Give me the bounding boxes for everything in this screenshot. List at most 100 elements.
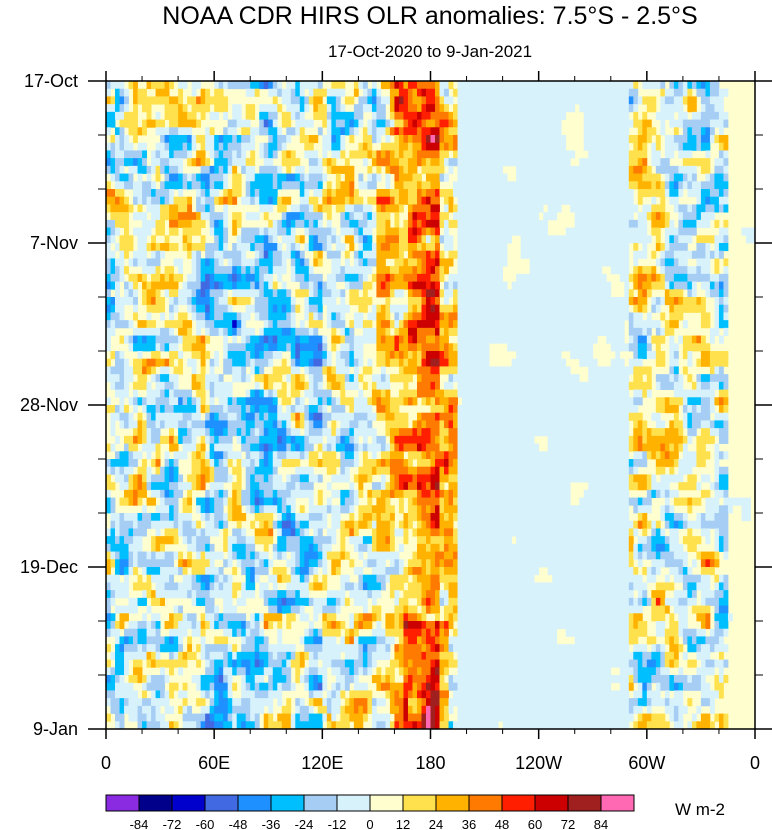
heat-cell	[547, 343, 553, 352]
heat-cell	[182, 111, 188, 120]
heat-cell	[660, 196, 666, 205]
heat-cell	[601, 204, 607, 213]
heat-cell	[394, 343, 400, 352]
heat-cell	[412, 142, 418, 151]
heat-cell	[106, 258, 111, 267]
heat-cell	[389, 235, 395, 244]
heat-cell	[421, 351, 427, 360]
heat-cell	[218, 297, 224, 306]
heat-cell	[574, 405, 580, 414]
heat-cell	[142, 258, 147, 267]
heat-cell	[723, 204, 729, 213]
heat-cell	[178, 150, 184, 159]
heat-cell	[331, 312, 337, 321]
heat-cell	[362, 158, 368, 167]
heat-cell	[669, 219, 675, 228]
heat-cell	[407, 351, 413, 360]
heat-cell	[394, 335, 400, 344]
heat-cell	[561, 389, 567, 398]
heat-cell	[137, 196, 143, 205]
heat-cell	[556, 343, 562, 352]
heat-cell	[462, 235, 467, 244]
heat-cell	[543, 281, 549, 290]
heat-cell	[547, 374, 553, 383]
heat-cell	[583, 243, 589, 252]
heat-cell	[380, 196, 386, 205]
heat-cell	[263, 150, 269, 159]
heat-cell	[610, 227, 616, 236]
heat-cell	[110, 212, 116, 221]
heat-cell	[430, 389, 436, 398]
heat-cell	[151, 189, 156, 198]
heat-cell	[547, 304, 553, 313]
heat-cell	[439, 366, 445, 375]
heat-cell	[209, 389, 215, 398]
heat-cell	[700, 158, 706, 167]
heat-cell	[597, 381, 603, 390]
heat-cell	[295, 181, 301, 190]
heat-cell	[453, 389, 458, 398]
heat-cell	[164, 212, 170, 221]
heat-cell	[597, 397, 603, 406]
heat-cell	[349, 412, 355, 421]
heat-cell	[308, 81, 314, 90]
heat-cell	[196, 219, 202, 228]
heat-cell	[619, 204, 625, 213]
heat-cell	[592, 212, 598, 221]
heat-cell	[290, 243, 296, 252]
heat-cell	[646, 351, 652, 360]
heat-cell	[200, 189, 206, 198]
heat-cell	[412, 289, 418, 298]
heat-cell	[597, 196, 603, 205]
heat-cell	[137, 273, 143, 282]
heat-cell	[304, 312, 310, 321]
heat-cell	[169, 243, 175, 252]
heat-cell	[592, 381, 598, 390]
heat-cell	[660, 358, 666, 367]
heat-cell	[268, 358, 274, 367]
heat-cell	[218, 289, 224, 298]
heat-cell	[579, 397, 585, 406]
heat-cell	[489, 273, 494, 282]
heat-cell	[646, 96, 652, 105]
heat-cell	[106, 320, 111, 329]
heat-cell	[493, 135, 499, 144]
heat-cell	[745, 235, 751, 244]
heat-cell	[344, 351, 350, 360]
heat-cell	[525, 281, 531, 290]
heat-cell	[637, 374, 643, 383]
heat-cell	[376, 235, 382, 244]
heat-cell	[295, 397, 301, 406]
heat-cell	[525, 212, 531, 221]
heat-cell	[299, 405, 305, 414]
heat-cell	[700, 127, 706, 136]
heat-cell	[340, 266, 346, 275]
heat-cell	[331, 327, 337, 336]
heat-cell	[457, 412, 463, 421]
heat-cell	[133, 273, 138, 282]
heat-cell	[678, 243, 684, 252]
heat-cell	[619, 227, 625, 236]
heat-cell	[655, 219, 661, 228]
heat-cell	[385, 196, 391, 205]
heat-cell	[462, 104, 467, 113]
heat-cell	[416, 104, 422, 113]
heat-cell	[556, 297, 562, 306]
heat-cell	[250, 351, 256, 360]
heat-cell	[425, 88, 431, 97]
heat-cell	[705, 81, 711, 90]
heat-cell	[358, 320, 364, 329]
heat-cell	[700, 312, 706, 321]
heat-cell	[295, 165, 301, 174]
heat-cell	[520, 119, 526, 128]
heat-cell	[232, 250, 238, 259]
heat-cell	[718, 158, 724, 167]
heat-cell	[525, 227, 531, 236]
heat-cell	[493, 142, 499, 151]
heat-cell	[322, 104, 328, 113]
heat-cell	[673, 258, 679, 267]
heat-cell	[462, 96, 467, 105]
heat-cell	[160, 127, 165, 136]
heat-cell	[525, 96, 531, 105]
heat-cell	[218, 212, 224, 221]
